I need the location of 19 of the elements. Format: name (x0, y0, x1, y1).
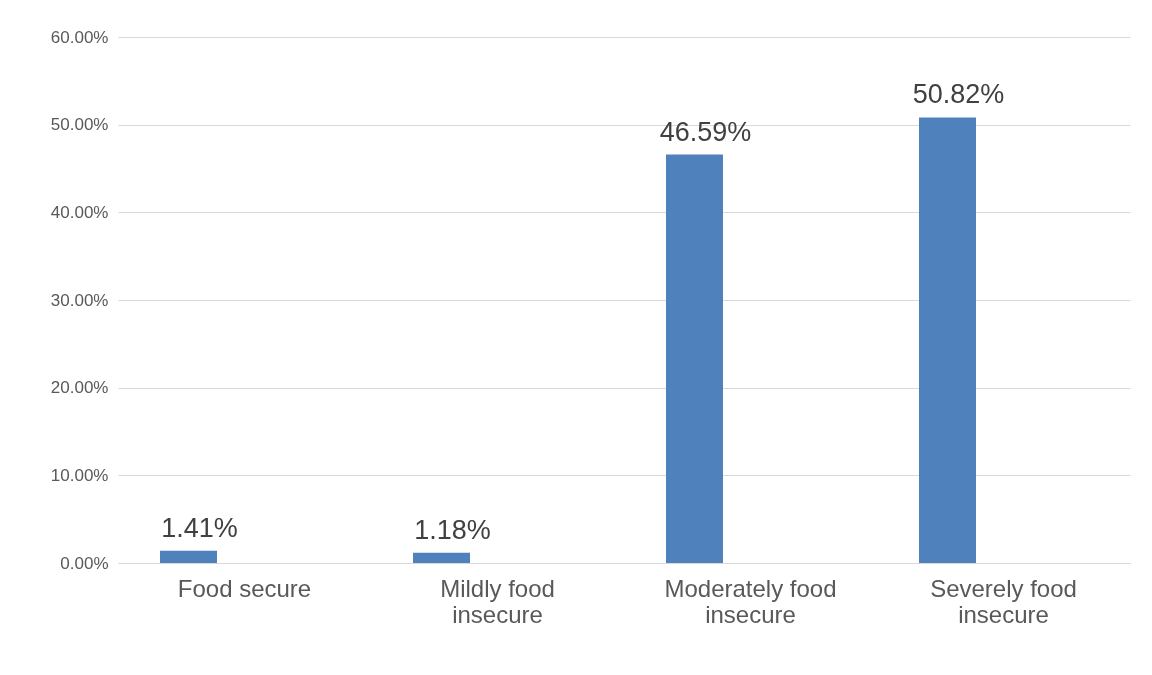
y-tick-label: 50.00% (50, 115, 109, 135)
bar (666, 154, 723, 563)
text: 1.41% (161, 512, 238, 543)
x-tick-label: Mildly food insecure (440, 574, 555, 628)
text: 1.18% (414, 514, 491, 545)
y-tick-label: 10.00% (50, 465, 109, 485)
bar (160, 550, 217, 563)
y-tick-label: 60.00% (50, 27, 109, 47)
text: 46.59% (659, 116, 752, 147)
y-tick-label: 0.00% (60, 553, 109, 573)
x-tick-label: Severely food insecure (930, 574, 1077, 628)
y-tick-label: 20.00% (50, 378, 109, 398)
y-tick-label: 30.00% (50, 290, 109, 310)
x-tick-label: Food secure (177, 574, 312, 602)
bar (413, 552, 470, 563)
x-tick-label: Moderately food insecure (664, 574, 837, 628)
text: 50.82% (912, 79, 1005, 110)
bar (919, 117, 976, 563)
y-tick-label: 40.00% (50, 202, 109, 222)
